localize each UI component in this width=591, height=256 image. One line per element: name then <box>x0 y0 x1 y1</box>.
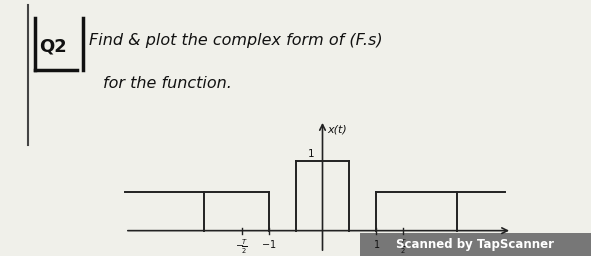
Text: $-\!\frac{T}{2}$: $-\!\frac{T}{2}$ <box>235 238 248 256</box>
Text: for the function.: for the function. <box>103 77 232 91</box>
Text: Scanned by TapScanner: Scanned by TapScanner <box>397 238 554 251</box>
Bar <box>360 233 591 256</box>
Text: Find & plot the complex form of (F.s): Find & plot the complex form of (F.s) <box>89 33 382 48</box>
Text: Q2: Q2 <box>39 37 67 55</box>
Text: $-1$: $-1$ <box>261 238 277 250</box>
Text: 1: 1 <box>308 149 314 159</box>
Text: $\frac{T}{2}$: $\frac{T}{2}$ <box>400 238 407 256</box>
Text: $1$: $1$ <box>373 238 380 250</box>
Text: x(t): x(t) <box>327 125 348 135</box>
